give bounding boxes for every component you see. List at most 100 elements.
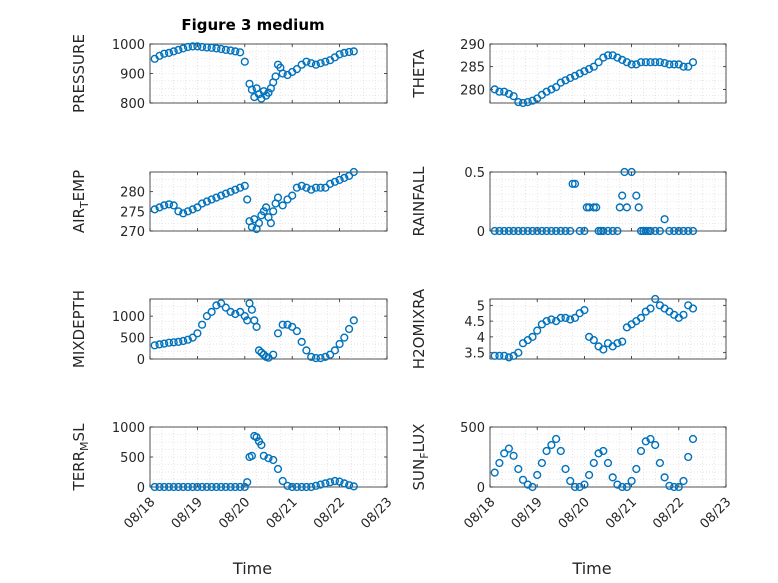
data-point xyxy=(217,299,226,308)
data-point xyxy=(326,179,335,188)
data-point xyxy=(311,481,321,490)
data-point xyxy=(262,203,271,212)
y-tick-label: 500 xyxy=(460,421,485,436)
data-point xyxy=(321,479,330,488)
data-point xyxy=(259,451,268,460)
data-point xyxy=(307,352,316,362)
data-point xyxy=(599,226,608,236)
data-point xyxy=(603,51,613,60)
y-tick-label: 1000 xyxy=(112,38,145,53)
data-point xyxy=(326,478,335,487)
data-point xyxy=(594,449,603,458)
data-point xyxy=(570,482,580,492)
data-point xyxy=(580,480,589,489)
data-point xyxy=(688,226,698,236)
data-point xyxy=(688,58,698,67)
data-point xyxy=(518,475,528,484)
data-point xyxy=(684,226,693,236)
data-point xyxy=(269,455,278,465)
data-point xyxy=(542,317,551,326)
data-point xyxy=(608,226,617,236)
y-axis-label: MIXDEPTH xyxy=(70,290,88,368)
data-point xyxy=(330,177,340,186)
y-tick-label: 280 xyxy=(460,83,485,98)
data-point xyxy=(202,197,212,206)
data-point xyxy=(599,446,608,456)
subplot-1: 800 900 1000 PRESSURE xyxy=(70,34,388,113)
subplot-4: 0 0.5 RAINFALL xyxy=(410,166,727,240)
data-point xyxy=(556,313,565,323)
data-point xyxy=(523,226,532,236)
data-point xyxy=(231,482,240,492)
data-point xyxy=(236,307,245,317)
y-tick-label: 900 xyxy=(120,68,145,83)
data-point xyxy=(321,352,330,362)
data-point xyxy=(622,482,632,492)
data-point xyxy=(212,301,221,310)
data-point xyxy=(613,339,622,348)
data-point xyxy=(202,312,212,321)
data-point xyxy=(297,337,306,347)
data-point xyxy=(179,482,188,492)
data-point xyxy=(665,60,674,69)
data-point xyxy=(632,191,641,200)
data-point xyxy=(283,481,292,490)
data-point xyxy=(646,58,655,67)
data-point xyxy=(608,473,617,482)
data-point xyxy=(150,205,159,214)
data-point xyxy=(509,92,518,101)
data-point xyxy=(252,322,261,332)
data-point xyxy=(278,476,287,486)
data-point xyxy=(212,482,221,492)
data-point xyxy=(636,313,646,323)
data-point xyxy=(288,482,297,492)
axes-frame xyxy=(149,43,388,104)
data-point xyxy=(528,482,537,492)
y-tick-label: 0 xyxy=(477,481,485,496)
data-point xyxy=(169,338,178,347)
y-tick-label: 280 xyxy=(120,186,145,201)
data-point xyxy=(169,47,178,56)
y-axis-label: AIRTEMP xyxy=(70,170,91,233)
data-point xyxy=(660,215,669,224)
y-tick-label: 3.5 xyxy=(464,347,485,362)
data-point xyxy=(490,226,499,236)
data-point xyxy=(669,60,679,69)
data-point xyxy=(160,482,169,492)
data-point xyxy=(655,58,665,67)
data-point xyxy=(311,183,321,192)
data-point xyxy=(292,183,302,192)
data-point xyxy=(257,211,266,220)
data-point xyxy=(179,209,188,218)
data-point xyxy=(164,482,174,492)
y-tick-label: 1000 xyxy=(112,421,145,436)
data-point xyxy=(594,58,603,67)
data-point xyxy=(618,191,627,200)
data-point xyxy=(188,205,197,214)
data-point xyxy=(297,482,306,492)
data-point xyxy=(259,87,268,96)
data-point xyxy=(335,477,344,486)
data-point xyxy=(150,341,159,350)
data-point xyxy=(278,69,287,78)
data-point xyxy=(613,480,622,489)
y-tick-label: 4 xyxy=(477,331,485,346)
data-point xyxy=(533,326,542,335)
data-point xyxy=(509,451,518,460)
data-point xyxy=(566,73,575,83)
data-point xyxy=(335,50,344,59)
data-point xyxy=(292,482,302,492)
data-point xyxy=(212,44,221,53)
data-point xyxy=(561,76,570,85)
data-point xyxy=(150,482,159,492)
data-point xyxy=(523,480,532,489)
data-point xyxy=(155,340,164,349)
data-point xyxy=(188,42,197,51)
data-point xyxy=(504,444,514,453)
data-point xyxy=(240,57,249,66)
data-point xyxy=(217,44,226,54)
data-point xyxy=(634,203,643,212)
data-point xyxy=(160,201,169,210)
data-point xyxy=(594,226,603,236)
